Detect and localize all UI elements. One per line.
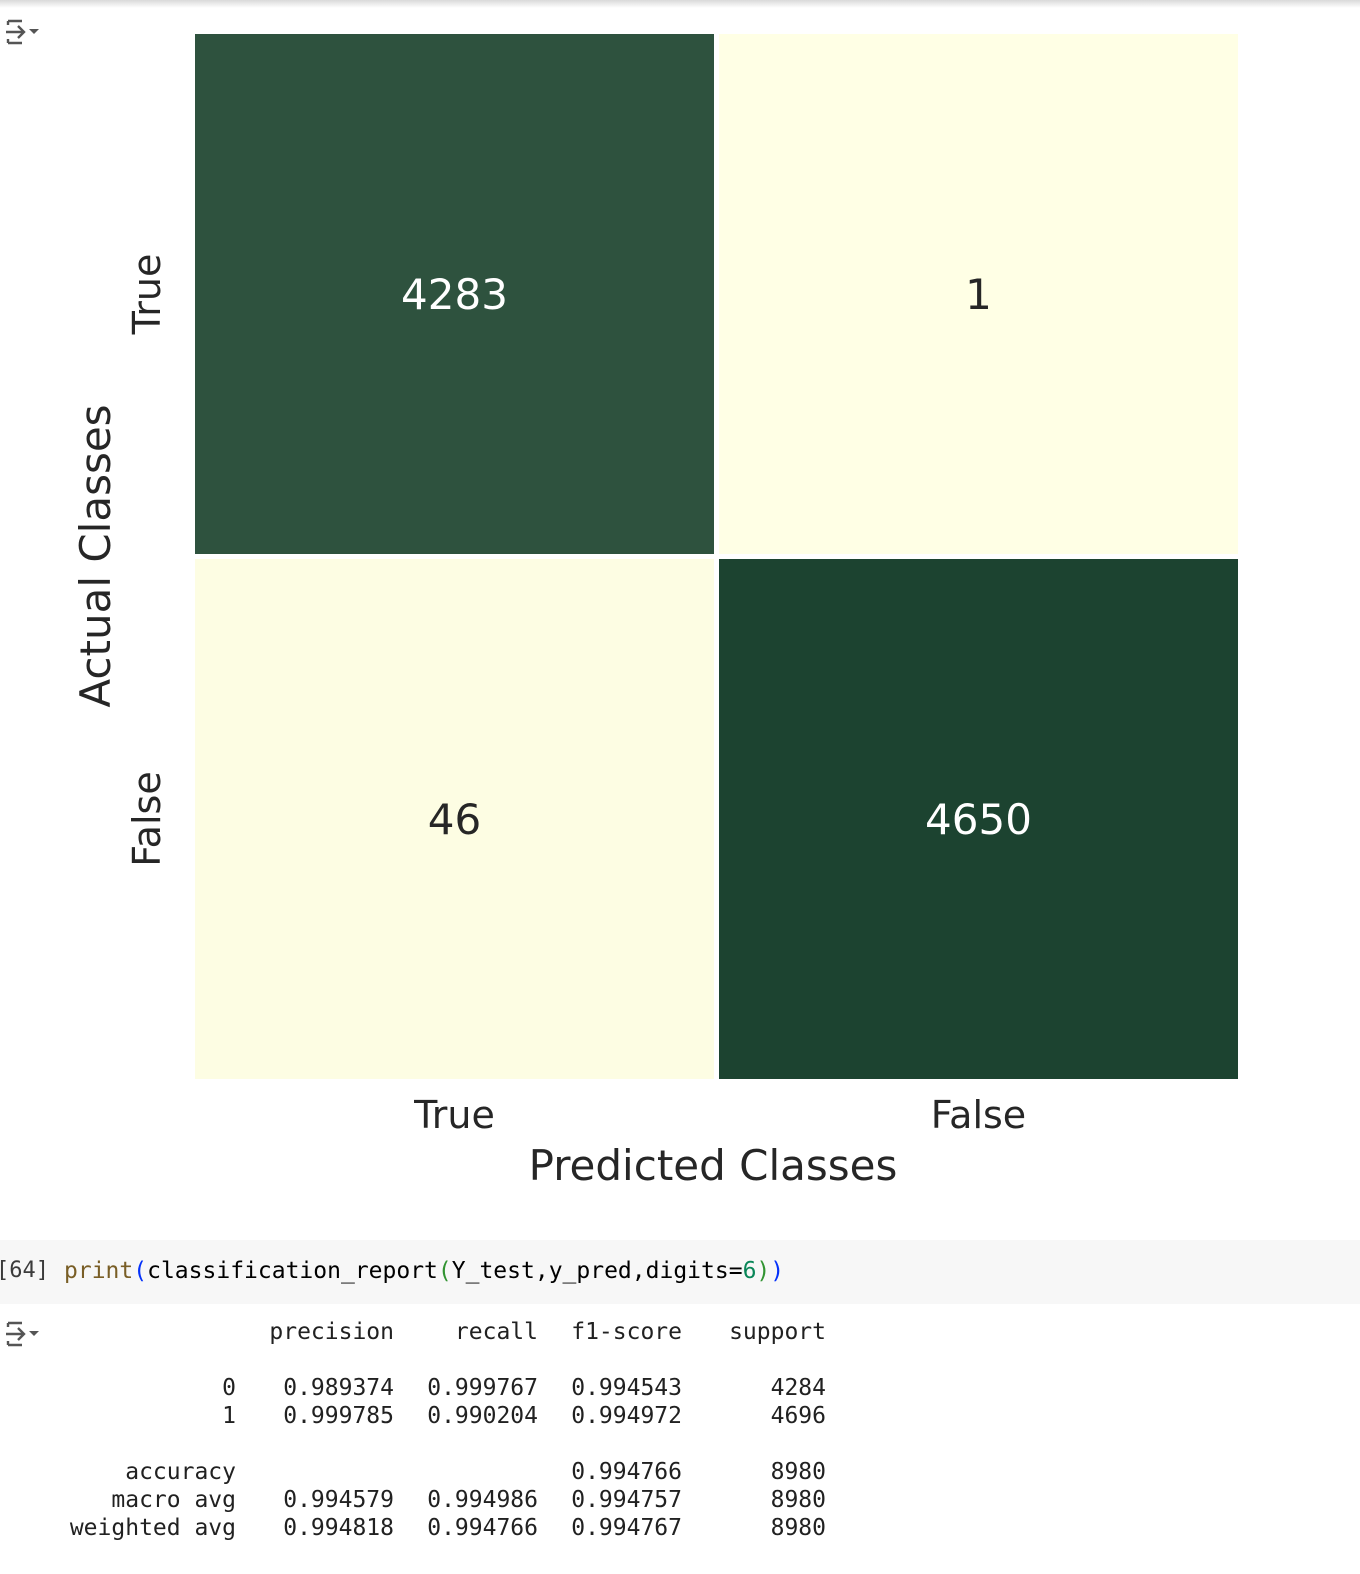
code-token-paren: ( bbox=[437, 1258, 452, 1284]
output-toggle-icon[interactable] bbox=[2, 1318, 42, 1350]
report-cell: 0.994767 bbox=[571, 1515, 682, 1541]
report-header-cell: f1-score bbox=[571, 1319, 682, 1345]
report-cell: weighted avg bbox=[69, 1515, 236, 1541]
report-cell: 0.994579 bbox=[283, 1487, 394, 1513]
code-cell[interactable]: [64] print(classification_report(Y_test,… bbox=[0, 1240, 1360, 1304]
report-row: accuracy 0.994766 8980 bbox=[0, 1458, 900, 1486]
report-cell: 0.994757 bbox=[571, 1487, 682, 1513]
report-cell: macro avg bbox=[111, 1487, 236, 1513]
report-cell: 8980 bbox=[770, 1487, 826, 1513]
output-toggle-icon[interactable] bbox=[2, 16, 42, 48]
report-cell: 4284 bbox=[770, 1375, 826, 1401]
report-row: 1 0.999785 0.990204 0.994972 4696 bbox=[0, 1402, 900, 1430]
report-cell: 1 bbox=[222, 1403, 236, 1429]
y-tick-label: False bbox=[125, 771, 169, 866]
code-token-paren: ) bbox=[770, 1258, 785, 1284]
confusion-matrix-svg: 4283 1 46 4650 True False True False Predicted C… bbox=[71, 34, 1238, 1190]
heatmap-cell bbox=[719, 559, 1238, 1079]
report-cell: 0.994766 bbox=[427, 1515, 538, 1541]
code-token-paren: ) bbox=[756, 1258, 771, 1284]
report-header-cell: recall bbox=[454, 1319, 538, 1345]
report-blank-row bbox=[0, 1430, 900, 1458]
report-row: 0 0.989374 0.999767 0.994543 4284 bbox=[0, 1374, 900, 1402]
x-tick-label: True bbox=[413, 1093, 495, 1137]
report-cell: 0.999767 bbox=[427, 1375, 538, 1401]
report-blank-row bbox=[0, 1346, 900, 1374]
heatmap-cell-label: 46 bbox=[428, 795, 481, 844]
code-token-args: Y_test,y_pred,digits= bbox=[451, 1258, 743, 1284]
code-token-function: classification_report bbox=[147, 1258, 438, 1284]
report-cell: 0.994986 bbox=[427, 1487, 538, 1513]
report-cell: 0.989374 bbox=[283, 1375, 394, 1401]
report-cell: 0.994543 bbox=[571, 1375, 682, 1401]
report-cell: 4696 bbox=[770, 1403, 826, 1429]
report-header-cell: precision bbox=[269, 1319, 394, 1345]
y-axis-label: Actual Classes bbox=[71, 404, 120, 707]
report-cell: 0.994818 bbox=[283, 1515, 394, 1541]
report-cell: 0.994766 bbox=[571, 1459, 682, 1485]
report-header-cell: support bbox=[729, 1319, 826, 1345]
report-cell: accuracy bbox=[125, 1459, 236, 1485]
code-token-print: print bbox=[64, 1258, 134, 1284]
y-tick-label: True bbox=[125, 254, 169, 336]
report-cell: 0.990204 bbox=[427, 1403, 538, 1429]
code-token-number: 6 bbox=[742, 1258, 757, 1284]
classification-report-output: precision recall f1-score support 0 0.98… bbox=[0, 1318, 900, 1542]
report-header-row: precision recall f1-score support bbox=[0, 1318, 900, 1346]
x-axis-label: Predicted Classes bbox=[529, 1141, 898, 1190]
confusion-matrix-chart: 4283 1 46 4650 True False True False Predicted C… bbox=[71, 34, 1238, 1190]
report-cell: 0.999785 bbox=[283, 1403, 394, 1429]
heatmap-cell bbox=[719, 34, 1238, 554]
report-cell: 0 bbox=[222, 1375, 236, 1401]
report-cell: 8980 bbox=[770, 1515, 826, 1541]
heatmap-cell-label: 4650 bbox=[925, 795, 1032, 844]
code-token-paren: ( bbox=[133, 1258, 148, 1284]
execution-count: [64] bbox=[0, 1258, 49, 1283]
cell-top-border bbox=[0, 0, 1360, 8]
heatmap-cell-label: 1 bbox=[965, 270, 992, 319]
report-row: weighted avg 0.994818 0.994766 0.994767 … bbox=[0, 1514, 900, 1542]
heatmap-cell bbox=[195, 559, 714, 1079]
heatmap-cell-label: 4283 bbox=[401, 270, 508, 319]
report-cell: 0.994972 bbox=[571, 1403, 682, 1429]
code-line[interactable]: print(classification_report(Y_test,y_pre… bbox=[64, 1258, 784, 1284]
report-row: macro avg 0.994579 0.994986 0.994757 898… bbox=[0, 1486, 900, 1514]
report-cell: 8980 bbox=[770, 1459, 826, 1485]
heatmap-cell bbox=[195, 34, 714, 554]
x-tick-label: False bbox=[931, 1093, 1026, 1137]
